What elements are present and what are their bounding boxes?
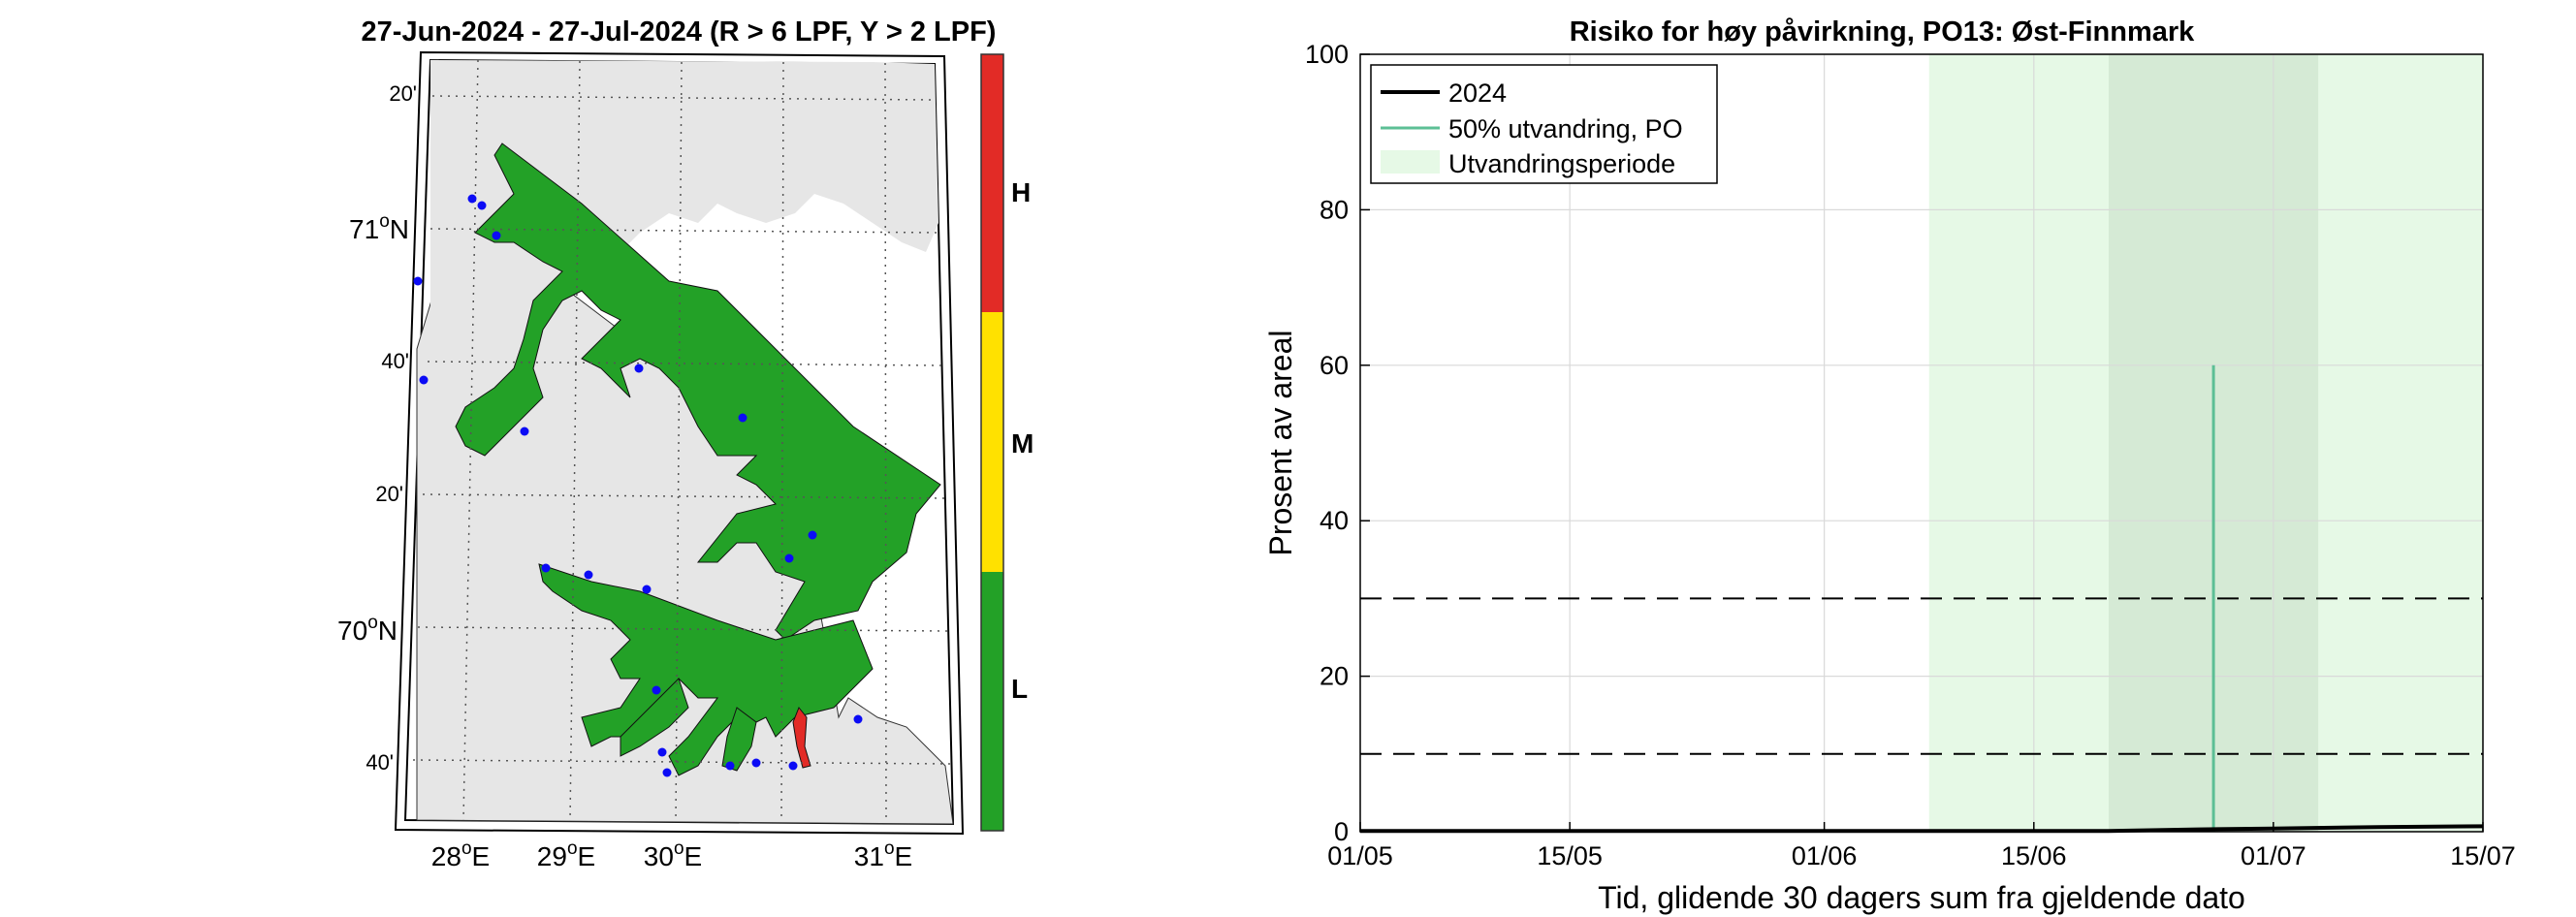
chart-title: Risiko for høy påvirkning, PO13: Øst-Fin… [1570, 16, 2195, 47]
map-lat-minor-label: 20' [375, 482, 403, 506]
station-dot [662, 768, 672, 777]
x-tick-label: 15/06 [2001, 841, 2067, 870]
station-dot [738, 413, 747, 423]
map-panel: 27-Jun-2024 - 27-Jul-2024 (R > 6 LPF, Y … [337, 16, 996, 871]
colorbar-segment-l [981, 572, 1003, 831]
station-dot [584, 570, 593, 580]
colorbar-frame [980, 53, 1004, 832]
map-content [412, 59, 954, 825]
y-tick-label: 40 [1320, 506, 1349, 535]
station-dot [419, 375, 429, 385]
bands [1928, 54, 2483, 832]
map-lon-label: 31oE [854, 838, 912, 871]
map-lat-major-label: 70oN [337, 613, 398, 646]
station-dot [520, 427, 529, 436]
map-lat-minor-label: 40' [366, 750, 394, 775]
x-tick-label: 01/07 [2241, 841, 2306, 870]
station-dot [725, 761, 735, 771]
map-lon-label: 28oE [431, 838, 490, 871]
station-dot [642, 585, 652, 594]
series-line-2024 [1360, 824, 2484, 834]
x-axis-label: Tid, glidende 30 dagers sum fra gjeldend… [1598, 880, 2245, 915]
x-tick-label: 15/05 [1537, 841, 1603, 870]
colorbar-segment-h [981, 54, 1003, 312]
plot-frame [1359, 53, 2484, 833]
map-lat-minor-label: 40' [381, 349, 409, 373]
y-tick-label: 0 [1334, 817, 1349, 846]
station-dot [634, 364, 644, 373]
risk-chart: Risiko for høy påvirkning, PO13: Øst-Fin… [1263, 16, 2516, 915]
map-stations [413, 194, 863, 777]
station-dot [467, 194, 477, 204]
station-dot [477, 201, 487, 210]
station-dot [751, 758, 761, 768]
legend-label-period: Utvandringsperiode [1448, 149, 1675, 178]
map-lat-labels: 20' 71oN 40' 20' 70oN 40' [337, 81, 417, 775]
colorbar-label-h: H [1011, 177, 1031, 207]
colorbar-label-m: M [1011, 428, 1034, 458]
map-red-area [792, 707, 811, 769]
map-water-branch-s [721, 707, 757, 772]
reference-lines [1360, 597, 2483, 755]
y-tick-label: 60 [1320, 351, 1349, 380]
x-tick-label: 15/07 [2450, 841, 2516, 870]
y-tick-label: 20 [1320, 662, 1349, 691]
x-tick-label: 01/05 [1327, 841, 1393, 870]
station-dot [853, 714, 863, 724]
station-dot [657, 747, 667, 757]
map-title: 27-Jun-2024 - 27-Jul-2024 (R > 6 LPF, Y … [362, 16, 997, 47]
colorbar: H M L [980, 53, 1034, 832]
station-dot [492, 231, 501, 240]
colorbar-segment-m [981, 312, 1003, 572]
y-axis-ticks: 0 20 40 60 80 100 [1305, 40, 1370, 846]
station-dot [788, 761, 798, 771]
station-dot [808, 530, 817, 540]
station-dot [541, 563, 551, 573]
legend-label-50pct: 50% utvandring, PO [1448, 114, 1683, 143]
legend-swatch-period [1381, 150, 1440, 174]
map-water-branch-sw [620, 678, 689, 757]
y-tick-label: 100 [1305, 40, 1349, 69]
map-lon-label: 30oE [644, 838, 702, 871]
legend: 2024 50% utvandring, PO Utvandringsperio… [1370, 64, 1718, 184]
station-dot [784, 553, 794, 563]
colorbar-label-l: L [1011, 674, 1028, 704]
map-lat-minor-label: 20' [389, 81, 417, 106]
map-lon-label: 29oE [537, 838, 595, 871]
y-axis-label: Prosent av areal [1263, 330, 1298, 555]
map-lon-labels: 28oE 29oE 30oE 31oE [431, 838, 912, 871]
station-dot [652, 685, 661, 695]
series-lines [1360, 824, 2484, 834]
map-graticule [412, 59, 951, 824]
legend-label-2024: 2024 [1448, 79, 1507, 108]
y-tick-label: 80 [1320, 195, 1349, 224]
map-water-south [538, 563, 874, 776]
station-dot [413, 276, 423, 286]
x-axis-ticks: 01/05 15/05 01/06 15/06 01/07 15/07 [1327, 822, 2516, 870]
map-lat-major-label: 71oN [349, 211, 409, 244]
x-tick-label: 01/06 [1792, 841, 1858, 870]
map-water-fjords [455, 142, 941, 641]
